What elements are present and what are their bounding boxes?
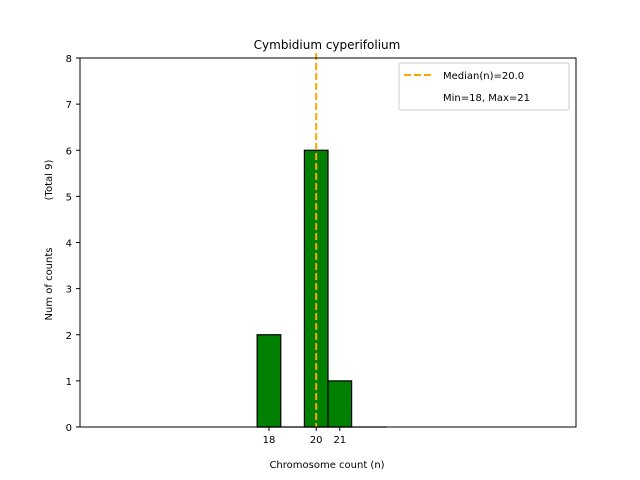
legend-range-label: Min=18, Max=21 (443, 93, 530, 104)
bar-18 (256, 334, 282, 428)
y-tick-label-0: 0 (66, 423, 72, 434)
x-tick-label-21: 21 (333, 435, 346, 446)
ticks: 0 1 2 3 4 5 6 7 8 18 20 21 (66, 54, 347, 446)
y-tick-label-4: 4 (66, 239, 72, 250)
x-tick-label-20: 20 (310, 435, 323, 446)
bar-21 (327, 380, 353, 428)
y-axis-total: (Total 9) (44, 160, 55, 201)
y-tick-label-1: 1 (66, 377, 72, 388)
chart-title: Cymbidium cyperifolium (254, 38, 401, 52)
x-tick-label-18: 18 (263, 435, 276, 446)
x-axis-title: Chromosome count (n) (269, 460, 384, 471)
y-tick-label-2: 2 (66, 331, 72, 342)
y-tick-label-7: 7 (66, 100, 72, 111)
legend-median-label: Median(n)=20.0 (443, 71, 524, 82)
legend: Median(n)=20.0 Min=18, Max=21 (398, 62, 570, 111)
y-axis-title: Num of counts (44, 248, 55, 321)
y-tick-label-6: 6 (66, 146, 72, 157)
y-tick-label-8: 8 (66, 54, 72, 65)
legend-box (398, 62, 570, 111)
y-tick-label-5: 5 (66, 192, 72, 203)
y-tick-label-3: 3 (66, 285, 72, 296)
